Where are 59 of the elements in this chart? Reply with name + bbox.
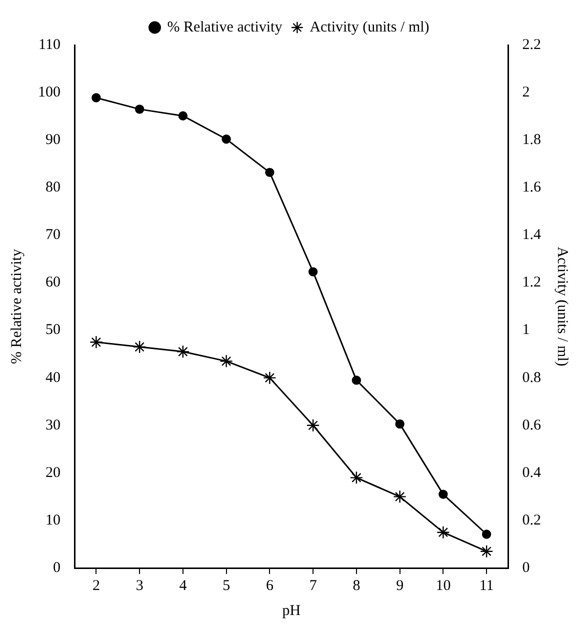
y2-tick-label: 0.6	[522, 417, 542, 434]
point	[352, 376, 362, 385]
y2-axis-title: Activity (units / ml)	[554, 246, 570, 366]
point	[90, 336, 103, 349]
point	[132, 340, 146, 354]
x-tick-label: 7	[309, 578, 318, 594]
point	[482, 530, 492, 539]
x-tick-label: 10	[436, 578, 451, 594]
x-tick-label: 11	[479, 578, 494, 594]
point	[393, 490, 406, 504]
x-tick-label: 4	[179, 578, 188, 594]
point	[134, 104, 144, 114]
y2-tick-label: 0.8	[522, 370, 541, 386]
x-tick-label: 5	[222, 578, 230, 594]
y-tick-label: 40	[46, 370, 60, 386]
point	[436, 526, 450, 539]
y-tick-label: 60	[46, 274, 60, 291]
point	[395, 419, 404, 429]
point	[263, 371, 276, 384]
x-tick-label: 2	[92, 578, 100, 594]
point	[438, 490, 448, 499]
point	[308, 267, 318, 276]
point	[220, 354, 233, 368]
point	[176, 345, 190, 358]
y-tick-label: 30	[46, 417, 60, 434]
y-tick-label: 90	[46, 132, 60, 148]
y-tick-label: 50	[46, 322, 60, 338]
x-tick-label: 3	[136, 578, 144, 594]
y2-tick-label: 0.4	[522, 464, 542, 481]
y-tick-label: 10	[46, 512, 60, 528]
y-axis-title: % Relative activity	[8, 248, 25, 364]
point	[178, 111, 188, 120]
point	[480, 544, 494, 558]
y-tick-label: 20	[46, 464, 60, 481]
x-tick-label: 8	[352, 578, 360, 594]
point	[222, 134, 231, 144]
x-axis-title: pH	[282, 602, 301, 619]
y2-tick-label: 0.2	[522, 512, 541, 528]
y-tick-label: 110	[38, 36, 60, 53]
y2-tick-label: 2	[522, 84, 530, 100]
y2-tick-label: 2.2	[522, 36, 541, 53]
y2-tick-label: 1	[522, 322, 530, 338]
y2-tick-label: 1.6	[522, 180, 542, 196]
y2-tick-label: 1.8	[522, 132, 541, 148]
legend-label: Activity (units / ml)	[310, 19, 430, 36]
point	[265, 168, 274, 178]
point	[92, 93, 101, 102]
y-tick-label: 100	[38, 84, 60, 100]
x-tick-label: 9	[396, 578, 404, 594]
point	[350, 471, 364, 484]
y2-tick-label: 0	[522, 560, 530, 576]
point	[306, 418, 320, 432]
x-tick-label: 6	[266, 578, 274, 594]
legend-label: % Relative activity	[167, 19, 283, 36]
y-tick-label: 70	[46, 227, 60, 244]
y2-tick-label: 1.2	[522, 274, 541, 291]
y-tick-label: 0	[53, 560, 60, 576]
y-tick-label: 80	[46, 180, 60, 196]
y2-tick-label: 1.4	[522, 227, 542, 244]
